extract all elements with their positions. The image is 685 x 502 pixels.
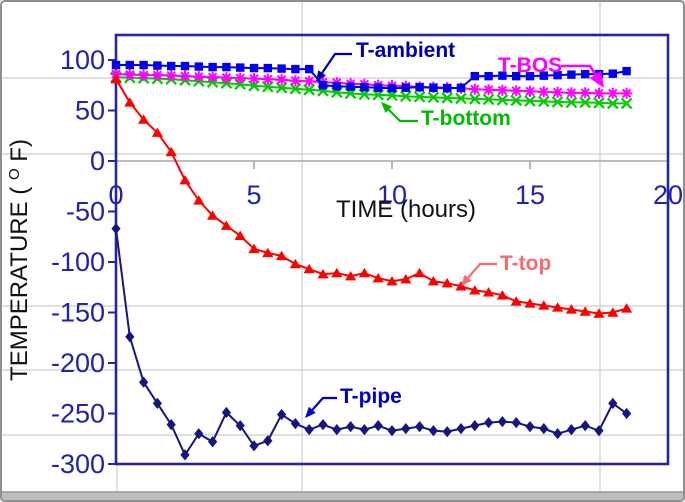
- x-tick-label: 15: [515, 180, 545, 210]
- y-tick-label: 100: [60, 45, 105, 75]
- callout-arrow-line: [311, 396, 337, 411]
- series-T-ambient: [111, 60, 631, 93]
- series-line: [115, 73, 627, 95]
- callout-arrowhead: [461, 274, 472, 286]
- y-axis-title: TEMPERATURE ( O F): [6, 139, 34, 381]
- y-tick-label: -300: [51, 449, 105, 479]
- callout-arrowhead: [305, 406, 316, 418]
- callout-arrows: [305, 52, 604, 418]
- worksheet-row-strip: [2, 492, 683, 500]
- x-tick-label: 0: [108, 180, 123, 210]
- y-tick-label: 50: [75, 96, 105, 126]
- y-axis-title-prefix: TEMPERATURE (: [6, 187, 33, 381]
- x-tick-label: 10: [377, 180, 407, 210]
- callout-arrowhead: [589, 70, 604, 88]
- y-axis-title-suffix: F): [6, 139, 33, 162]
- series-T-BOS: [110, 68, 633, 99]
- y-tick-label: 0: [90, 146, 105, 176]
- series-label-T-BOS: T-BOS: [498, 54, 563, 77]
- y-tick-label: -150: [51, 298, 105, 328]
- x-tick-label: 20: [653, 180, 683, 210]
- series-line: [115, 76, 627, 105]
- series-label-T-ambient: T-ambient: [356, 39, 456, 62]
- degree-symbol: O: [6, 168, 23, 180]
- data-series: [110, 60, 633, 461]
- y-tick-label: -250: [51, 399, 105, 429]
- callout-arrow-line: [561, 64, 597, 76]
- series-T-pipe: [111, 223, 632, 461]
- series-label-T-pipe: T-pipe: [340, 385, 402, 408]
- plot-border: [114, 33, 670, 466]
- x-tick-label: 5: [246, 180, 261, 210]
- y-tick-label: -200: [51, 348, 105, 378]
- callout-arrow-line: [321, 52, 352, 74]
- series-label-T-bottom: T-bottom: [421, 107, 511, 130]
- axes: [108, 33, 670, 466]
- y-tick-label: -50: [66, 197, 105, 227]
- y-tick-label: -100: [51, 247, 105, 277]
- series-label-T-top: T-top: [500, 252, 552, 275]
- callout-arrow-line: [388, 109, 418, 123]
- callout-arrowhead: [316, 70, 326, 82]
- series-T-top: [110, 73, 633, 318]
- callout-arrowhead: [381, 102, 393, 114]
- x-axis-title: TIME (hours): [336, 196, 476, 223]
- callout-arrow-line: [467, 262, 497, 279]
